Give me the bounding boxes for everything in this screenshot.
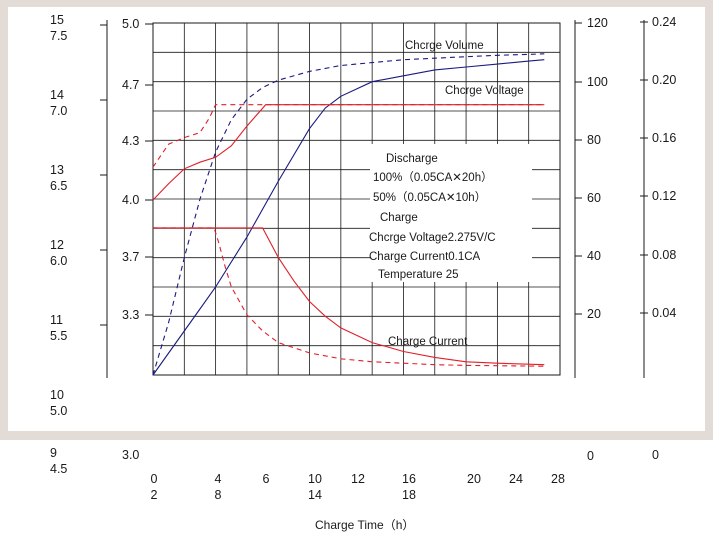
current-tick-label: 0.20 <box>652 73 676 87</box>
voltage-tick-label: 5.0 <box>122 17 139 31</box>
chcrge-voltage-solid-line <box>152 104 545 201</box>
voltage-tick-label: 4.3 <box>122 134 139 148</box>
current-tick-label: 0.24 <box>652 15 676 29</box>
x-tick-label-secondary: 14 <box>308 488 322 502</box>
volume-tick-label: 120 <box>587 16 608 30</box>
volume-tick-label: 20 <box>587 307 601 321</box>
voltage-tick-label: 4.0 <box>122 193 139 207</box>
x-tick-label-secondary: 18 <box>402 488 416 502</box>
x-tick-label-secondary: 2 <box>151 488 158 502</box>
x-tick-label: 28 <box>551 472 565 486</box>
x-tick-label: 20 <box>467 472 481 486</box>
current-tick-label: 0 <box>652 448 659 462</box>
annotation-line-3: Charge <box>380 212 418 224</box>
outer-left-tick-label: 13 <box>50 163 64 177</box>
voltage-tick-label: 4.7 <box>122 78 139 92</box>
outer-left-tick-label: 9 <box>50 446 57 460</box>
outer-left-tick-label: 14 <box>50 88 64 102</box>
voltage-tick-label: 3.3 <box>122 308 139 322</box>
x-tick-label: 12 <box>351 472 365 486</box>
outer-left-tick-label: 6.5 <box>50 179 67 193</box>
series-label-charge-current: Charge Current <box>388 336 468 348</box>
x-tick-label: 6 <box>263 472 270 486</box>
volume-tick-label: 60 <box>587 191 601 205</box>
current-dashed-line <box>153 227 545 367</box>
voltage-tick-label: 3.0 <box>122 448 139 462</box>
annotation-line-2: 50%（0.05CA✕10h） <box>373 191 486 204</box>
series-label-charge-volume: Chcrge Volume <box>405 40 484 52</box>
current-tick-label: 0.04 <box>652 306 676 320</box>
outer-left-tick-label: 6.0 <box>50 254 67 268</box>
charge-current-solid-line <box>153 227 545 366</box>
volume-tick-label: 100 <box>587 75 608 89</box>
outer-left-tick-label: 12 <box>50 238 64 252</box>
chcrge-volume-solid-line <box>152 59 545 376</box>
x-axis-label: Charge Time（h） <box>315 518 414 532</box>
axes: 15 7.5 14 7.0 13 6.5 12 6.0 11 5.5 10 5.0 9 4.5 5.0 4.7… <box>50 13 676 502</box>
volume-tick-label: 40 <box>587 249 601 263</box>
outer-left-tick-label: 15 <box>50 13 64 27</box>
annotation-line-4: Chcrge Voltage2.275V/C <box>369 232 496 244</box>
current-tick-label: 0.08 <box>652 248 676 262</box>
volume-dashed-line <box>152 53 545 376</box>
outer-left-tick-label: 11 <box>50 313 63 327</box>
outer-left-tick-label: 7.0 <box>50 104 67 118</box>
current-tick-label: 0.12 <box>652 189 676 203</box>
voltage-dashed-line <box>152 104 545 168</box>
x-tick-label: 10 <box>308 472 322 486</box>
outer-left-tick-label: 5.5 <box>50 329 67 343</box>
outer-left-tick-label: 7.5 <box>50 29 67 43</box>
annotation-box: Discharge 100%（0.05CA✕20h） 50%（0.05CA✕10… <box>369 144 532 282</box>
annotation-title: Discharge <box>386 153 438 165</box>
image-frame <box>0 0 713 440</box>
outer-left-tick-label: 10 <box>50 388 64 402</box>
volume-tick-label: 80 <box>587 133 601 147</box>
annotation-line-6: Temperature 25 <box>378 269 459 281</box>
voltage-tick-label: 3.7 <box>122 250 139 264</box>
x-tick-label: 4 <box>215 472 222 486</box>
x-tick-label: 24 <box>509 472 523 486</box>
annotation-line-5: Charge Current0.1CA <box>369 251 481 263</box>
volume-tick-label: 0 <box>587 449 594 463</box>
x-tick-label: 0 <box>151 472 158 486</box>
x-tick-label-secondary: 8 <box>215 488 222 502</box>
outer-left-tick-label: 5.0 <box>50 404 67 418</box>
outer-left-tick-label: 4.5 <box>50 462 67 476</box>
series <box>152 53 545 376</box>
series-label-charge-voltage: Chcrge Voltage <box>445 85 524 97</box>
current-tick-label: 0.16 <box>652 131 676 145</box>
x-tick-label: 16 <box>402 472 416 486</box>
annotation-line-1: 100%（0.05CA✕20h） <box>373 171 493 184</box>
